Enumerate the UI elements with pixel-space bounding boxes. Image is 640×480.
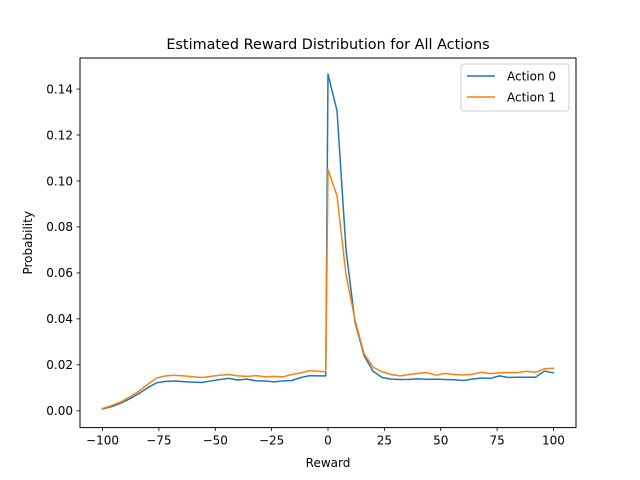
series-layer [101, 73, 555, 410]
x-tick-label: −100 [86, 434, 119, 448]
x-tick-label: 75 [489, 434, 504, 448]
x-tick-label: 25 [377, 434, 392, 448]
y-tick-label: 0.10 [46, 174, 73, 188]
y-tick-label: 0.04 [46, 312, 73, 326]
chart-title: Estimated Reward Distribution for All Ac… [166, 37, 489, 53]
y-tick-label: 0.12 [46, 128, 73, 142]
legend-label-action-0: Action 0 [507, 70, 556, 84]
x-tick-label: −25 [259, 434, 284, 448]
y-tick-label: 0.08 [46, 220, 73, 234]
y-tick-label: 0.06 [46, 266, 73, 280]
y-axis-label: Probability [21, 211, 35, 274]
y-axis-ticks: 0.00 0.02 0.04 0.06 0.08 0.10 0.12 0.14 [46, 82, 80, 418]
x-axis-ticks: −100 −75 −50 −25 0 25 50 75 100 [86, 427, 565, 448]
x-tick-label: −75 [146, 434, 171, 448]
x-tick-label: 100 [542, 434, 565, 448]
series-line-action-1 [101, 168, 555, 410]
x-tick-label: 0 [324, 434, 332, 448]
legend-label-action-1: Action 1 [507, 91, 556, 105]
y-tick-label: 0.00 [46, 404, 73, 418]
y-tick-label: 0.02 [46, 358, 73, 372]
x-tick-label: 50 [433, 434, 448, 448]
legend: Action 0 Action 1 [460, 63, 570, 112]
y-tick-label: 0.14 [46, 82, 73, 96]
x-axis-label: Reward [306, 456, 351, 470]
x-tick-label: −50 [203, 434, 228, 448]
